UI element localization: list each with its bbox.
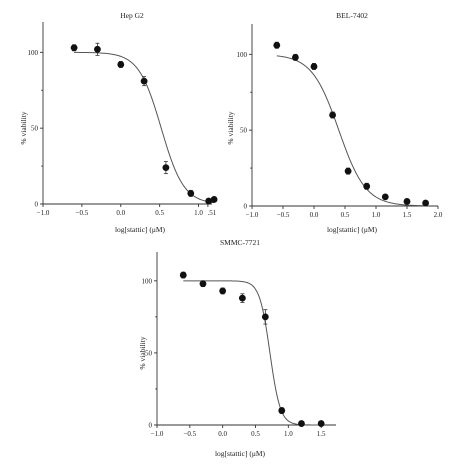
data-point: [363, 182, 371, 190]
y-tick-label: 50: [145, 349, 153, 357]
x-tick-label: 0.0: [310, 211, 319, 219]
x-tick-label: 0.0: [116, 209, 125, 217]
panel-smmc-7721: SMMC-7721 % viability log[stattic] (μM) …: [138, 238, 336, 458]
y-tick-label: 100: [28, 49, 39, 57]
data-point: [310, 63, 318, 70]
x-tick-label: 1.5: [403, 211, 412, 219]
panel-title: SMMC-7721: [220, 238, 260, 247]
x-tick-label: 1.0: [194, 209, 203, 217]
y-tick-label: 50: [240, 127, 248, 135]
y-axis-title: % viability: [19, 111, 28, 144]
data-point: [70, 44, 78, 52]
data-points: [273, 41, 429, 207]
data-point: [329, 111, 336, 119]
y-axis-title: % viability: [226, 111, 235, 144]
panel-bel-7402: BEL-7402 % viability log[stattic] (μM) 0…: [226, 11, 443, 234]
x-tick-label: 1.0: [284, 430, 293, 438]
axes: 0 50 100 −1.0 −0.5 0.0 0.5 1.0 1.5 2.0: [237, 24, 443, 219]
x-tick-label: 0.5: [341, 211, 350, 219]
x-axis-title: log[stattic] (μM): [327, 225, 378, 234]
y-tick-label: 50: [31, 125, 39, 133]
y-tick-label: 0: [244, 203, 248, 211]
data-point: [273, 41, 281, 49]
x-tick-label: −1.0: [37, 209, 50, 217]
data-point: [205, 197, 213, 205]
y-tick-label: 0: [35, 201, 39, 209]
data-point: [94, 45, 101, 53]
data-point: [187, 189, 195, 197]
data-point: [199, 280, 207, 288]
x-tick-label: 0.0: [218, 430, 227, 438]
data-point: [317, 420, 325, 427]
x-tick-label: 0.5: [251, 430, 260, 438]
data-point: [403, 198, 411, 205]
panel-title: BEL-7402: [336, 11, 368, 20]
fit-curve: [276, 55, 426, 207]
data-point: [422, 199, 429, 207]
data-point: [278, 407, 286, 414]
data-points: [70, 42, 218, 205]
x-tick-label: −0.5: [76, 209, 89, 217]
fit-curve: [74, 51, 215, 204]
fit-curve-path: [74, 51, 215, 204]
data-point: [219, 287, 227, 295]
data-point: [179, 271, 187, 279]
x-tick-label: −1.0: [151, 430, 164, 438]
x-tick-label: −0.5: [183, 430, 196, 438]
axes: 0 50 100 −1.0 −0.5 0.0 0.5 1.0 .51: [28, 22, 217, 217]
y-axis-title: % viability: [138, 336, 147, 369]
data-point: [140, 77, 148, 85]
x-tick-label: 1.0: [372, 211, 381, 219]
x-tick-label: 2.0: [434, 211, 443, 219]
x-tick-label: .51: [208, 209, 217, 217]
fit-curve-path: [276, 55, 426, 207]
data-point: [298, 420, 305, 427]
panel-title: Hep G2: [120, 11, 144, 20]
y-tick-label: 100: [142, 277, 153, 285]
data-point: [210, 196, 218, 203]
data-point: [381, 193, 389, 201]
data-point: [238, 294, 246, 302]
x-tick-label: −0.5: [277, 211, 290, 219]
data-point: [292, 53, 299, 61]
data-point: [261, 313, 269, 321]
data-point: [162, 164, 170, 172]
y-tick-label: 0: [149, 422, 153, 430]
panel-hep-g2: Hep G2 % viability log[stattic] (μM) 0 50…: [19, 11, 218, 234]
fit-curve-path: [183, 280, 322, 426]
x-axis-title: log[stattic] (μM): [115, 225, 166, 234]
x-axis-title: log[stattic] (μM): [215, 449, 266, 458]
axes: 0 50 100 −1.0 −0.5 0.0 0.5 1.0 1.5: [142, 252, 336, 438]
x-tick-label: 0.5: [155, 209, 164, 217]
data-point: [117, 61, 125, 68]
data-points: [179, 271, 325, 427]
x-tick-label: 1.5: [317, 430, 326, 438]
x-tick-label: −1.0: [246, 211, 259, 219]
y-tick-label: 100: [237, 51, 248, 59]
fit-curve: [183, 280, 322, 426]
data-point: [344, 167, 352, 175]
